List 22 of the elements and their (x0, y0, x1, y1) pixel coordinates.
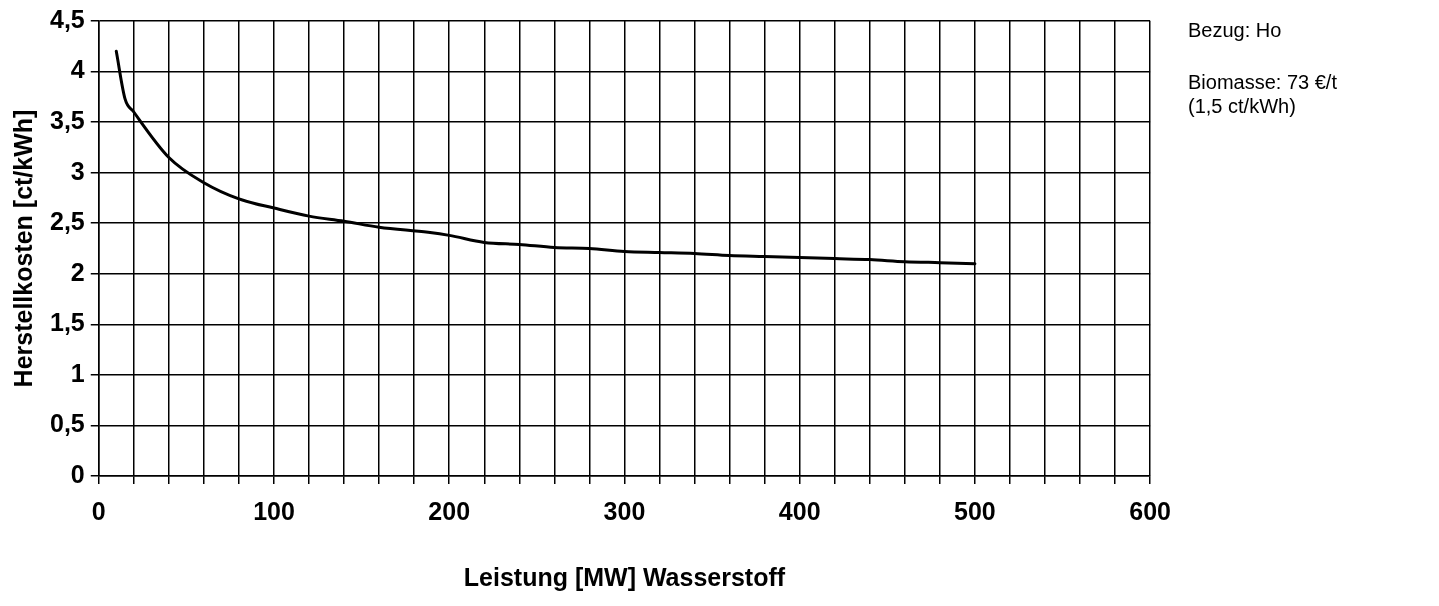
x-tick-label: 200 (428, 496, 471, 525)
y-tick-label: 0 (70, 459, 85, 488)
x-tick-label: 0 (91, 496, 106, 525)
y-tick-label: 0,5 (49, 409, 85, 438)
y-tick-label: 4,5 (49, 4, 85, 33)
y-tick-label: 3,5 (49, 106, 85, 134)
x-tick-label: 300 (603, 496, 646, 525)
x-axis-title: Leistung [MW] Wasserstoff (463, 562, 786, 591)
y-tick-label: 2,5 (49, 207, 85, 236)
y-axis-title: Herstellkosten [ct/kWh] (8, 109, 37, 388)
y-tick-label: 2 (70, 257, 85, 286)
x-tick-label: 600 (1129, 496, 1171, 525)
text: Bezug: Ho (1188, 18, 1283, 42)
y-tick-label: 3 (70, 156, 85, 185)
text: (1,5 ct/kWh) (1188, 94, 1297, 118)
text: Biomasse: 73 €/t (1188, 70, 1337, 94)
x-tick-label: 100 (253, 496, 295, 525)
y-tick-label: 1 (70, 358, 85, 387)
x-tick-label: 500 (954, 496, 996, 525)
x-tick-label: 400 (778, 496, 821, 525)
y-tick-label: 4 (70, 55, 85, 84)
y-tick-label: 1,5 (49, 308, 85, 337)
